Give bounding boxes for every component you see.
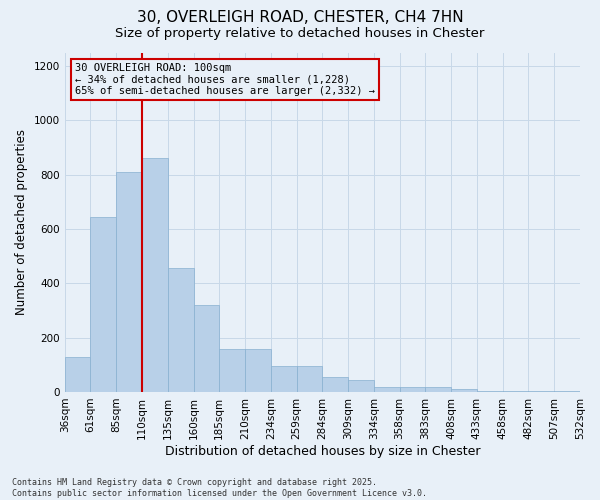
Bar xyxy=(193,305,219,392)
Bar xyxy=(296,366,322,392)
Text: 30, OVERLEIGH ROAD, CHESTER, CH4 7HN: 30, OVERLEIGH ROAD, CHESTER, CH4 7HN xyxy=(137,10,463,25)
Bar xyxy=(65,356,91,392)
Y-axis label: Number of detached properties: Number of detached properties xyxy=(15,129,28,315)
Bar xyxy=(477,390,503,392)
Bar xyxy=(91,217,116,392)
Bar xyxy=(142,158,168,392)
Bar xyxy=(374,386,400,392)
Bar xyxy=(451,389,477,392)
Bar xyxy=(219,348,245,392)
Bar xyxy=(116,172,142,392)
Bar xyxy=(245,348,271,392)
Bar xyxy=(322,377,348,392)
Bar xyxy=(425,386,451,392)
Text: Size of property relative to detached houses in Chester: Size of property relative to detached ho… xyxy=(115,28,485,40)
Text: Contains HM Land Registry data © Crown copyright and database right 2025.
Contai: Contains HM Land Registry data © Crown c… xyxy=(12,478,427,498)
X-axis label: Distribution of detached houses by size in Chester: Distribution of detached houses by size … xyxy=(164,444,480,458)
Bar xyxy=(271,366,296,392)
Bar xyxy=(348,380,374,392)
Bar xyxy=(503,391,529,392)
Bar xyxy=(554,390,580,392)
Bar xyxy=(400,387,425,392)
Bar xyxy=(168,268,193,392)
Text: 30 OVERLEIGH ROAD: 100sqm
← 34% of detached houses are smaller (1,228)
65% of se: 30 OVERLEIGH ROAD: 100sqm ← 34% of detac… xyxy=(75,62,375,96)
